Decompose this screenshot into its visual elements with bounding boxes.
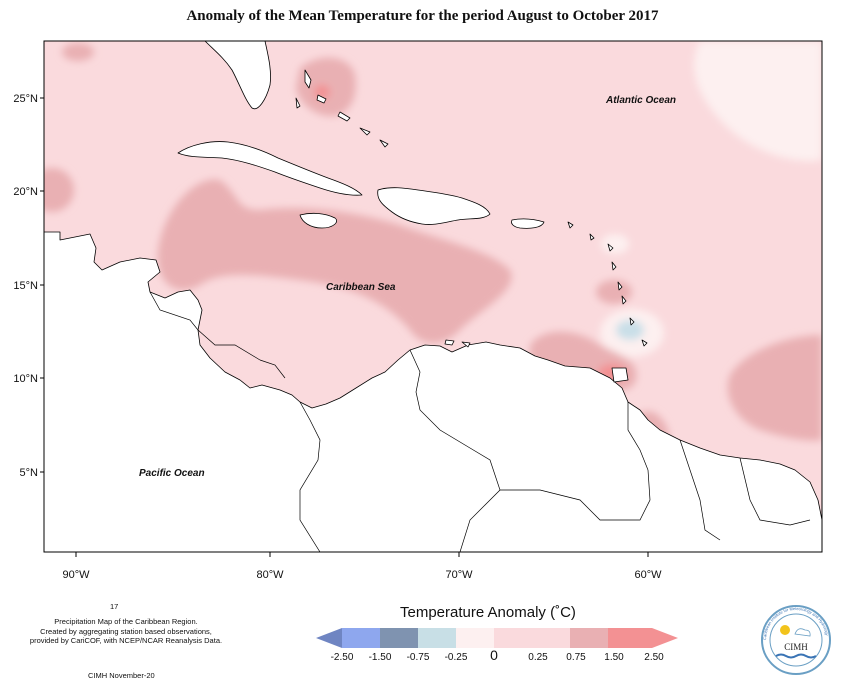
lon-tick-80w: 80°W [256, 569, 284, 581]
legend-swatch-6 [532, 628, 570, 648]
cool-patch-windward [616, 320, 644, 340]
legend-swatch-3 [418, 628, 456, 648]
footer-description: Precipitation Map of the Caribbean Regio… [22, 617, 230, 646]
land-bahamas [295, 69, 389, 148]
land-florida [204, 41, 271, 110]
lat-tick-5n: 5°N [20, 467, 39, 479]
legend-swatch-9 [652, 628, 678, 648]
cloud-icon [794, 628, 811, 637]
label-atlantic-ocean: Atlantic Ocean [605, 95, 676, 106]
warm-patch-east-atlantic [727, 335, 822, 441]
label-pacific-ocean: Pacific Ocean [139, 468, 205, 479]
lon-tick-70w: 70°W [445, 569, 473, 581]
sun-icon [780, 625, 790, 635]
lat-tick-10n: 10°N [13, 373, 38, 385]
footer-credit: CIMH November-20 [88, 671, 155, 680]
legend-tick-4: 0 [490, 647, 498, 663]
legend-tick-3: -0.25 [445, 652, 468, 663]
wave-icon [775, 653, 817, 659]
neutral-patch-guadeloupe [601, 234, 629, 254]
longitude-axis: 90°W 80°W 70°W 60°W [62, 552, 662, 581]
lon-tick-90w: 90°W [62, 569, 90, 581]
latitude-axis: 25°N 20°N 15°N 10°N 5°N [13, 93, 44, 479]
land-masses [44, 41, 822, 552]
warm-band-caribbean [157, 179, 512, 344]
land-abc-islands [444, 339, 471, 348]
map-frame [43, 40, 823, 553]
legend-swatch-0 [316, 628, 342, 648]
legend-swatch-1 [342, 628, 380, 648]
land-continental [44, 231, 822, 552]
land-jamaica [299, 212, 338, 229]
footer-line-3: provided by CariCOF, with NCEP/NCAR Rean… [29, 636, 223, 645]
land-puerto-rico [511, 218, 545, 229]
legend-tick-6: 0.75 [566, 652, 586, 663]
land-cuba [177, 141, 363, 196]
legend-swatch-2 [380, 628, 418, 648]
land-trinidad [611, 367, 629, 383]
legend-tick-0: -2.50 [331, 652, 354, 663]
legend-title: Temperature Anomaly (˚C) [400, 604, 576, 621]
lon-tick-60w: 60°W [634, 569, 662, 581]
legend-tick-2: -0.75 [407, 652, 430, 663]
legend-tick-7: 1.50 [604, 652, 624, 663]
legend-swatch-5 [494, 628, 532, 648]
lat-tick-15n: 15°N [13, 280, 38, 292]
cimh-logo: CIMH Caribbean Institute for Meteorology… [761, 605, 831, 675]
legend-colorbar: -2.50 -1.50 -0.75 -0.25 0 0.25 0.75 1.50… [316, 628, 678, 663]
land-lesser-antilles [567, 221, 648, 347]
footer-line-1: Precipitation Map of the Caribbean Regio… [54, 617, 198, 626]
lat-tick-20n: 20°N [13, 186, 38, 198]
map-title: Anomaly of the Mean Temperature for the … [186, 8, 659, 24]
legend-tick-8: 2.50 [644, 652, 664, 663]
warm-patch-lesser-antilles [596, 280, 632, 304]
legend-tick-5: 0.25 [528, 652, 548, 663]
footer-line-2: Created by aggregating station based obs… [40, 626, 212, 636]
legend-swatch-4 [456, 628, 494, 648]
logo-text: CIMH [784, 642, 808, 652]
warm-patch-yucatan [44, 168, 74, 212]
legend-tick-1: -1.50 [369, 652, 392, 663]
lat-tick-25n: 25°N [13, 93, 38, 105]
country-borders [149, 291, 811, 552]
legend-swatch-8 [608, 628, 652, 648]
neutral-patch-northeast [694, 41, 822, 161]
legend-swatch-7 [570, 628, 608, 648]
label-caribbean-sea: Caribbean Sea [326, 282, 396, 293]
land-hispaniola [377, 187, 491, 225]
footer-number: 17 [110, 602, 119, 611]
warm-patch-florida-straits [62, 43, 94, 61]
